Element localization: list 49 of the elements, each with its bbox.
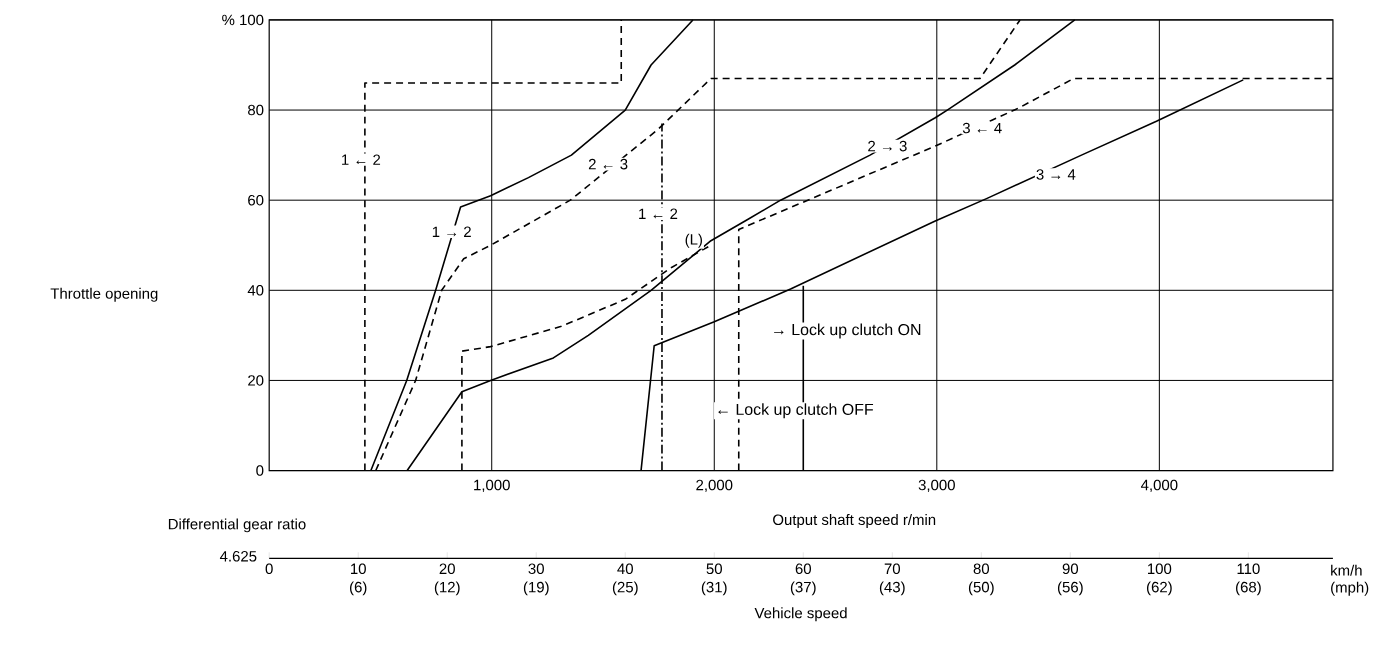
y-tick-label: 80	[248, 104, 264, 116]
x2-tick-label: 110	[1237, 563, 1260, 575]
y-tick-label: % 100	[222, 14, 264, 26]
annotation: 1 → 2	[432, 226, 471, 237]
x2-tick-label: 10	[351, 563, 366, 575]
text: (31)	[701, 581, 727, 596]
x2-tick-label: 0	[265, 563, 273, 575]
text: (43)	[879, 581, 905, 596]
text: (62)	[1146, 581, 1172, 596]
x-axis-title: Output shaft speed r/min	[773, 514, 936, 528]
annotation: 3 → 4	[1036, 169, 1076, 180]
text: (50)	[968, 581, 994, 596]
x2-tick-label: 50	[706, 563, 722, 575]
annotation: 1 ← 2	[639, 208, 678, 219]
x2-tick-label: 60	[795, 563, 811, 575]
x2-axis-title: Vehicle speed	[754, 607, 847, 622]
text: (25)	[612, 581, 638, 596]
x2-tick-label: 80	[973, 563, 990, 575]
x2-tick-label: 40	[617, 563, 633, 575]
x2-tick-label: 30	[528, 563, 544, 575]
text: km/h (mph)	[1331, 564, 1369, 596]
x2-tick-label: 90	[1062, 563, 1079, 575]
text: 4.625	[219, 550, 257, 562]
x2-tick-label: 20	[439, 563, 455, 575]
x-tick-label: 1,000	[474, 479, 510, 493]
y-tick-label: 0	[256, 465, 264, 476]
y-axis-title: Throttle opening	[50, 287, 158, 302]
text: (68)	[1236, 581, 1261, 596]
text: (12)	[434, 581, 460, 596]
annotation: → Lock up clutch ON	[774, 323, 921, 339]
text: (56)	[1057, 581, 1083, 596]
text: Differential gear ratio	[168, 518, 306, 533]
x-tick-label: 3,000	[918, 479, 955, 493]
x-tick-label: 4,000	[1140, 479, 1178, 493]
x-tick-label: 2,000	[696, 479, 733, 493]
text: (6)	[350, 581, 367, 596]
y-tick-label: 40	[247, 285, 264, 296]
annotation: ← Lock up clutch OFF	[718, 403, 874, 419]
text: (37)	[790, 581, 816, 596]
x2-tick-label: 100	[1148, 563, 1172, 575]
y-tick-label: 20	[248, 375, 264, 386]
annotation: 2 ← 3	[588, 158, 628, 170]
annotation: (L)	[685, 233, 702, 248]
annotation: 3 ← 4	[962, 122, 1002, 134]
text: (19)	[523, 581, 549, 596]
x2-tick-label: 70	[884, 563, 901, 575]
annotation: 2 → 3	[868, 140, 907, 152]
annotation: 1 ← 2	[342, 154, 381, 165]
y-tick-label: 60	[248, 194, 264, 206]
